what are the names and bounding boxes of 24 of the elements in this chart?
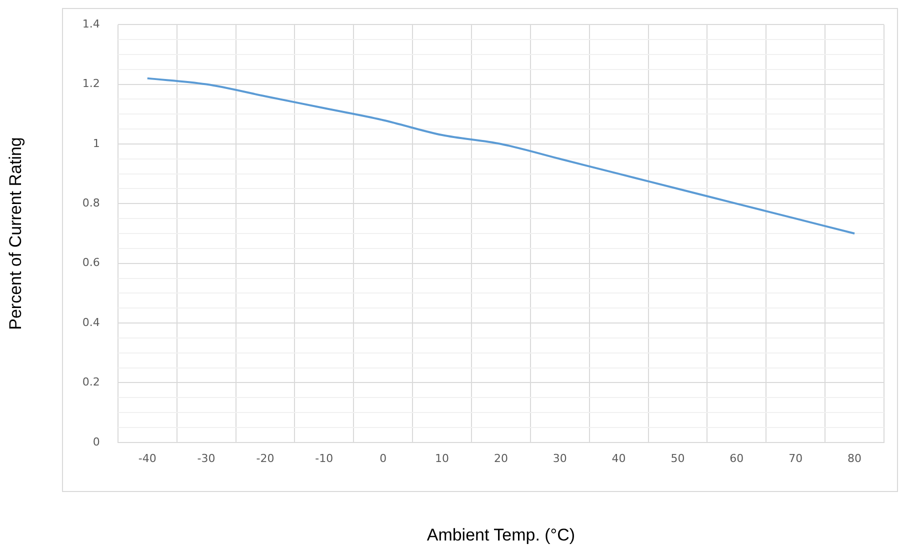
x-tick-label: 10	[435, 452, 450, 465]
x-tick-label: 20	[494, 452, 508, 465]
x-tick-label: -20	[256, 452, 274, 465]
x-tick-label: -30	[197, 452, 216, 465]
y-tick-label: 0	[92, 435, 100, 448]
y-tick-label: 1.4	[82, 17, 100, 30]
x-tick-label: 40	[612, 452, 626, 465]
x-tick-label: 50	[670, 452, 685, 465]
x-tick-label: 80	[848, 452, 862, 465]
x-tick-label: -40	[138, 452, 156, 465]
y-tick-label: 0.2	[82, 376, 100, 389]
y-tick-label: 0.4	[82, 316, 100, 329]
y-tick-label: 0.6	[82, 256, 100, 270]
x-tick-label: 30	[552, 452, 567, 465]
y-tick-label: 1.2	[82, 77, 100, 90]
x-tick-label: -10	[315, 452, 334, 465]
x-tick-label: 70	[788, 452, 803, 465]
line-series	[146, 77, 856, 234]
y-tick-label: 0.8	[82, 196, 100, 210]
y-axis-title: Percent of Current Rating	[6, 137, 25, 330]
y-tick-label: 1	[92, 136, 100, 150]
x-tick-label: 0	[380, 452, 387, 465]
x-axis-title: Ambient Temp. (°C)	[426, 525, 576, 544]
x-tick-label: 60	[730, 452, 744, 465]
